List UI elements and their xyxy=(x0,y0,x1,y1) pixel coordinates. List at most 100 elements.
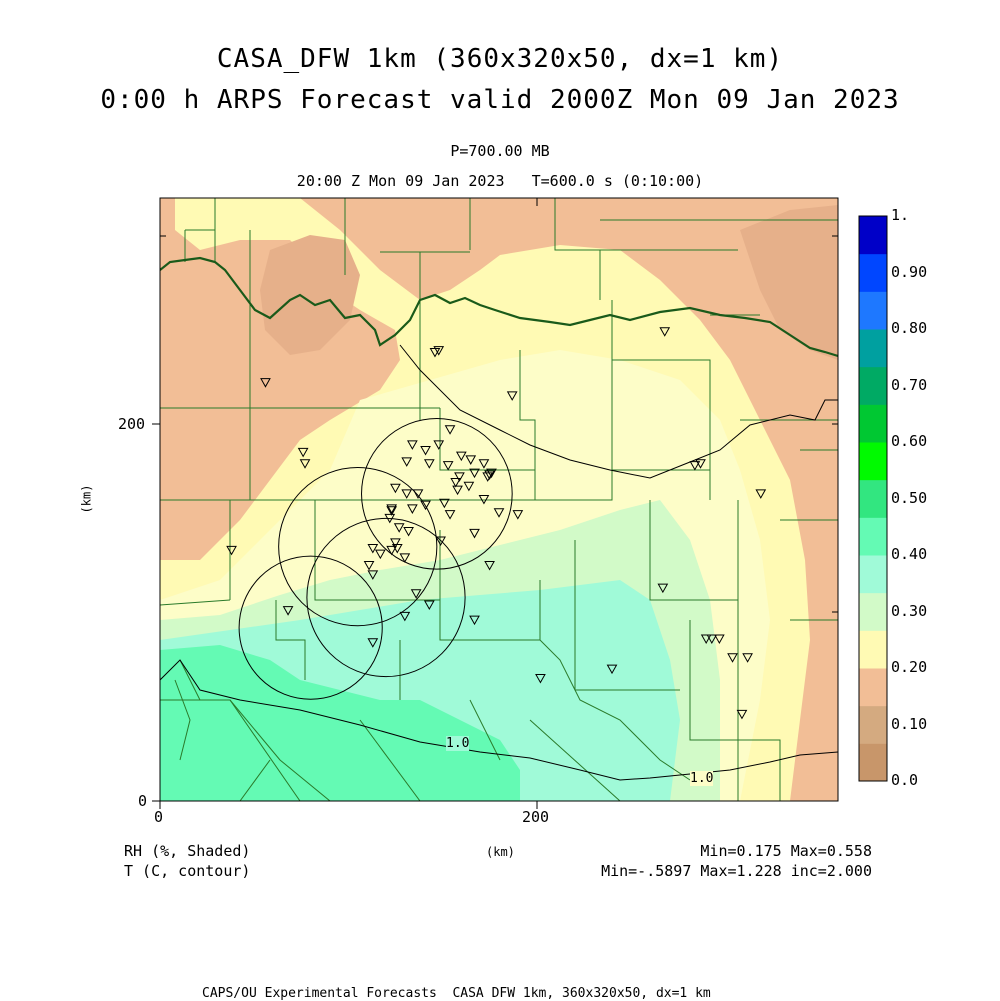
colorbar-label: 0.20 xyxy=(891,658,928,676)
station-marker xyxy=(435,536,446,546)
station-marker xyxy=(469,528,480,539)
station-marker xyxy=(412,489,424,499)
station-marker xyxy=(742,653,753,663)
station-marker xyxy=(420,500,431,511)
station-marker xyxy=(403,527,414,537)
station-marker xyxy=(606,664,618,675)
station-marker xyxy=(363,560,375,571)
station-marker xyxy=(452,485,463,496)
station-marker xyxy=(299,459,311,469)
colorbar-swatch xyxy=(859,630,887,669)
station-marker xyxy=(260,378,271,388)
station-marker xyxy=(433,346,445,356)
station-marker xyxy=(444,425,456,435)
colorbar-swatch xyxy=(859,291,887,330)
station-marker xyxy=(433,440,445,450)
station-marker xyxy=(282,606,294,616)
station-marker xyxy=(423,459,435,469)
station-marker xyxy=(465,455,477,465)
title-line-1: CASA_DFW 1km (360x320x50, dx=1 km) xyxy=(216,44,784,74)
colorbar-swatch xyxy=(859,555,887,594)
colorbar-swatch xyxy=(859,743,887,782)
station-marker xyxy=(444,510,456,520)
rh-band-060 xyxy=(160,645,520,801)
colorbar-label: 0.90 xyxy=(891,262,928,281)
station-marker xyxy=(391,543,403,554)
station-marker xyxy=(484,560,495,571)
radar-ring xyxy=(306,517,466,678)
station-marker xyxy=(478,459,490,469)
contour-1.0-south xyxy=(160,659,838,781)
station-marker xyxy=(493,508,505,518)
station-marker xyxy=(386,504,398,514)
station-marker xyxy=(478,495,490,505)
colorbar-swatch xyxy=(859,668,887,707)
station-marker xyxy=(442,461,454,471)
station-marker xyxy=(367,638,379,648)
station-marker xyxy=(506,391,518,401)
station-marker xyxy=(439,498,450,509)
contour-stats: Min=-.5897 Max=1.228 inc=2.000 xyxy=(601,862,872,880)
colorbar xyxy=(858,215,888,782)
station-marker xyxy=(455,451,467,462)
colorbar-swatch xyxy=(859,705,887,744)
colorbar-swatch xyxy=(859,404,887,443)
station-marker xyxy=(226,545,237,556)
station-marker xyxy=(401,489,413,499)
colorbar-label: 0.30 xyxy=(891,601,928,620)
station-marker xyxy=(386,506,398,516)
station-marker xyxy=(297,447,309,458)
colorbar-label: 0.70 xyxy=(891,375,928,394)
colorbar-label: 0.50 xyxy=(891,488,928,507)
colorbar-swatch xyxy=(859,442,887,481)
colorbar-frame xyxy=(858,215,888,782)
station-marker xyxy=(512,510,524,520)
colorbar-label: 0.80 xyxy=(891,319,928,337)
colorbar-label: 0.10 xyxy=(891,714,928,733)
station-marker xyxy=(706,634,718,644)
county-boundaries xyxy=(160,198,838,801)
colorbar-label: 0.60 xyxy=(891,432,928,450)
radar-range-rings xyxy=(238,418,513,700)
station-marker xyxy=(450,478,462,488)
station-marker xyxy=(374,549,386,560)
station-marker xyxy=(700,634,712,644)
station-markers xyxy=(226,327,767,720)
field-shaded-label: RH (%, Shaded) xyxy=(124,842,251,860)
contour-label: 1.0 xyxy=(690,771,714,786)
radar-ring xyxy=(238,555,383,700)
station-marker xyxy=(469,468,480,479)
station-marker xyxy=(420,446,431,456)
contour-1.0-north xyxy=(399,344,838,479)
y-tick-label: 200 xyxy=(118,415,146,433)
station-marker xyxy=(407,440,418,450)
x-tick-label: 200 xyxy=(522,808,550,826)
station-marker xyxy=(657,583,669,594)
rh-band-020-dark-ne xyxy=(740,205,838,360)
shaded-stats: Min=0.175 Max=0.558 xyxy=(700,842,872,860)
station-marker xyxy=(484,470,495,481)
station-marker xyxy=(727,653,738,663)
colorbar-label: 0.0 xyxy=(891,771,919,789)
station-marker xyxy=(401,457,413,467)
state-boundary xyxy=(160,256,838,358)
colorbar-swatch xyxy=(859,479,887,518)
colorbar-swatch xyxy=(859,517,887,556)
credit-line: CAPS/OU Experimental Forecasts CASA DFW … xyxy=(202,986,711,1001)
title-line-2: 0:00 h ARPS Forecast valid 2000Z Mon 09 … xyxy=(100,85,900,115)
station-marker xyxy=(535,674,546,684)
colorbar-label: 0.40 xyxy=(891,545,928,563)
station-marker xyxy=(755,489,767,499)
station-marker xyxy=(469,615,480,626)
colorbar-swatch xyxy=(859,329,887,368)
station-marker xyxy=(407,504,418,514)
station-marker xyxy=(390,483,401,494)
colorbar-swatch xyxy=(859,592,887,631)
station-marker xyxy=(454,472,465,482)
station-marker xyxy=(736,709,748,720)
station-marker xyxy=(399,553,411,563)
station-marker xyxy=(390,538,401,548)
pressure-level: P=700.00 MB xyxy=(450,142,550,160)
plot-frame xyxy=(159,197,839,802)
